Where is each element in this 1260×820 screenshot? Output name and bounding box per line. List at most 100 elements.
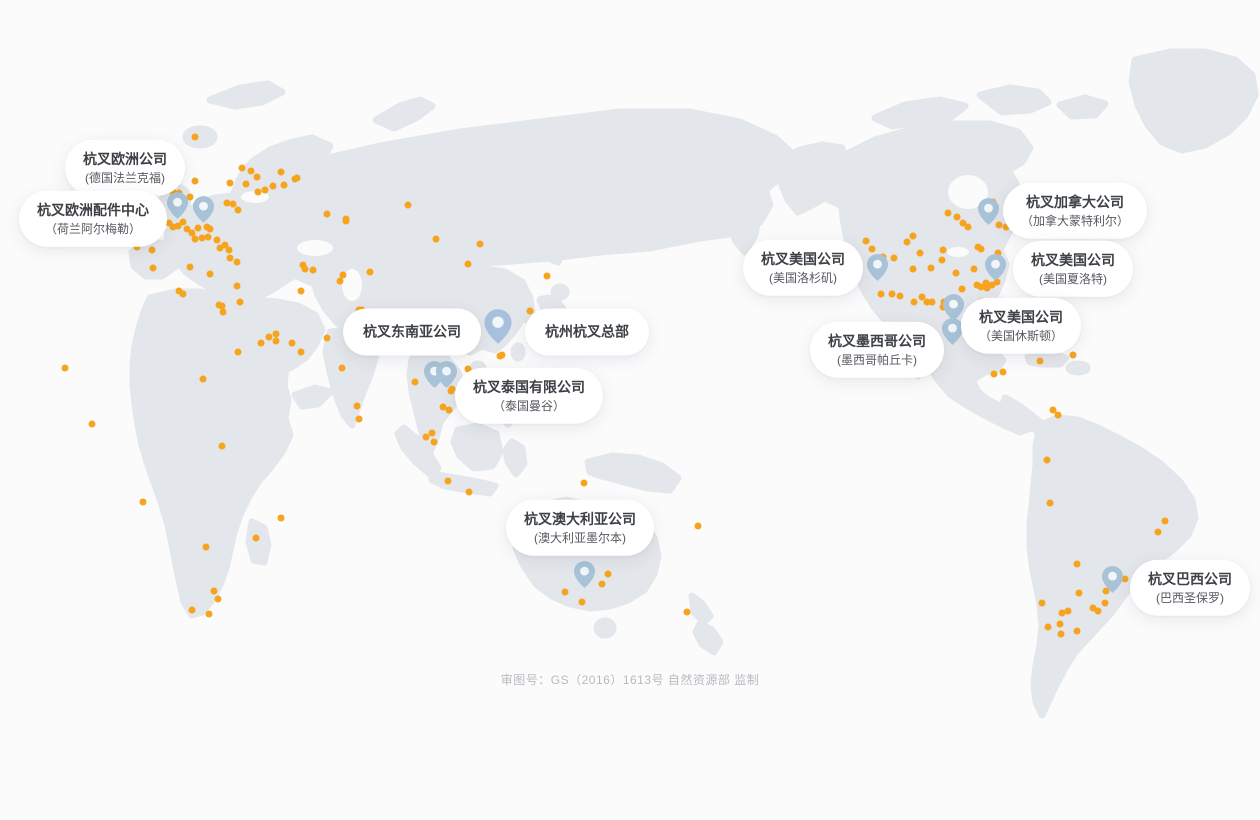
distributor-dot xyxy=(194,224,202,232)
map-pin-thailand-company[interactable] xyxy=(435,360,458,394)
distributor-dot xyxy=(297,287,305,295)
distributor-dot xyxy=(1064,607,1072,615)
location-city: (美国夏洛特) xyxy=(1039,271,1107,286)
distributor-dot xyxy=(183,225,191,233)
distributor-dot xyxy=(188,606,196,614)
distributor-dot xyxy=(604,570,612,578)
distributor-dot xyxy=(238,164,246,172)
distributor-dot xyxy=(918,293,926,301)
distributor-dot xyxy=(297,348,305,356)
distributor-dot xyxy=(186,263,194,271)
distributor-dot xyxy=(353,402,361,410)
location-bubble-usa-company-la: 杭叉美国公司 (美国洛杉矶) xyxy=(743,239,863,297)
location-name: 杭叉巴西公司 xyxy=(1148,570,1232,587)
distributor-dot xyxy=(439,403,447,411)
distributor-dot xyxy=(1049,406,1057,414)
distributor-dot xyxy=(272,330,280,338)
distributor-dot xyxy=(265,333,273,341)
distributor-dot xyxy=(336,277,344,285)
map-pin-hangzhou-hq[interactable] xyxy=(483,308,513,350)
distributor-dot xyxy=(214,595,222,603)
distributor-dot xyxy=(938,256,946,264)
distributor-dot xyxy=(877,290,885,298)
map-pin-europe-parts-center[interactable] xyxy=(192,195,215,229)
distributor-dot xyxy=(191,177,199,185)
location-city: (美国洛杉矶) xyxy=(769,270,837,285)
distributor-dot xyxy=(234,206,242,214)
distributor-dot xyxy=(323,334,331,342)
distributor-dot xyxy=(953,213,961,221)
distributor-dot xyxy=(868,245,876,253)
distributor-dot xyxy=(148,246,156,254)
location-name: 杭叉欧洲公司 xyxy=(83,150,167,167)
map-pin-australia-company[interactable] xyxy=(573,560,596,594)
distributor-dot xyxy=(179,218,187,226)
distributor-dot xyxy=(253,173,261,181)
distributor-dot xyxy=(964,223,972,231)
map-pin-brazil-company[interactable] xyxy=(1101,565,1124,599)
distributor-dot xyxy=(206,225,214,233)
location-bubble-europe-parts-center: 杭叉欧洲配件中心 （荷兰阿尔梅勒） xyxy=(19,190,167,248)
distributor-dot xyxy=(977,283,985,291)
location-name: 杭叉东南亚公司 xyxy=(363,323,461,340)
distributor-dot xyxy=(944,209,952,217)
distributor-dot xyxy=(909,265,917,273)
distributor-dot xyxy=(61,364,69,372)
distributor-dot xyxy=(179,290,187,298)
distributor-dot xyxy=(257,339,265,347)
location-name: 杭叉澳大利亚公司 xyxy=(524,510,636,527)
map-pin-mexico-company[interactable] xyxy=(941,317,964,351)
distributor-dot xyxy=(445,406,453,414)
distributor-dot xyxy=(990,370,998,378)
distributor-dot xyxy=(355,415,363,423)
distributor-dot xyxy=(543,272,551,280)
distributor-dot xyxy=(229,200,237,208)
map-pin-canada-company[interactable] xyxy=(977,197,1000,231)
location-bubble-usa-company-houston: 杭叉美国公司 （美国休斯顿） xyxy=(960,297,1082,355)
distributor-dot xyxy=(342,217,350,225)
distributor-dot xyxy=(428,429,436,437)
map-pin-icon xyxy=(977,198,999,225)
distributor-dot xyxy=(254,188,262,196)
distributor-dot xyxy=(277,168,285,176)
location-city: （泰国曼谷） xyxy=(492,398,565,413)
distributor-dot xyxy=(1102,587,1110,595)
distributor-dot xyxy=(1121,575,1129,583)
distributor-dot xyxy=(233,282,241,290)
distributor-dot xyxy=(1054,411,1062,419)
distributor-dot xyxy=(1073,627,1081,635)
distributor-dot xyxy=(233,258,241,266)
map-pin-usa-company-la[interactable] xyxy=(866,253,889,287)
distributor-dot xyxy=(1044,623,1052,631)
distributor-dot xyxy=(909,232,917,240)
location-bubble-thailand-company: 杭叉泰国有限公司 （泰国曼谷） xyxy=(455,367,603,425)
distributor-dot xyxy=(970,265,978,273)
distributor-dot xyxy=(890,254,898,262)
map-pin-europe-company[interactable] xyxy=(166,191,189,225)
distributor-dot xyxy=(309,266,317,274)
distributor-dot xyxy=(496,352,504,360)
location-bubble-mexico-company: 杭叉墨西哥公司 (墨西哥帕丘卡) xyxy=(810,321,944,379)
distributor-dot xyxy=(430,438,438,446)
distributor-dot xyxy=(526,307,534,315)
map-attribution: 审图号：GS（2016）1613号 自然资源部 监制 xyxy=(500,673,760,687)
map-pin-usa-company-charlotte[interactable] xyxy=(984,253,1007,287)
map-pin-usa-company-houston[interactable] xyxy=(942,293,965,327)
distributor-dot xyxy=(1057,630,1065,638)
location-bubble-australia-company: 杭叉澳大利亚公司 (澳大利亚墨尔本) xyxy=(506,499,654,557)
distributor-dot xyxy=(323,210,331,218)
distributor-dot xyxy=(1043,456,1051,464)
distributor-dot xyxy=(465,488,473,496)
map-pin-icon xyxy=(192,196,214,223)
distributor-dot xyxy=(188,229,196,237)
distributor-dot xyxy=(198,234,206,242)
distributor-dot xyxy=(903,238,911,246)
distributor-dot xyxy=(927,264,935,272)
distributor-dot xyxy=(977,245,985,253)
location-city: (澳大利亚墨尔本) xyxy=(534,530,626,545)
distributor-dot xyxy=(888,290,896,298)
distributor-dot xyxy=(149,264,157,272)
distributor-dot xyxy=(191,235,199,243)
distributor-dot xyxy=(464,260,472,268)
